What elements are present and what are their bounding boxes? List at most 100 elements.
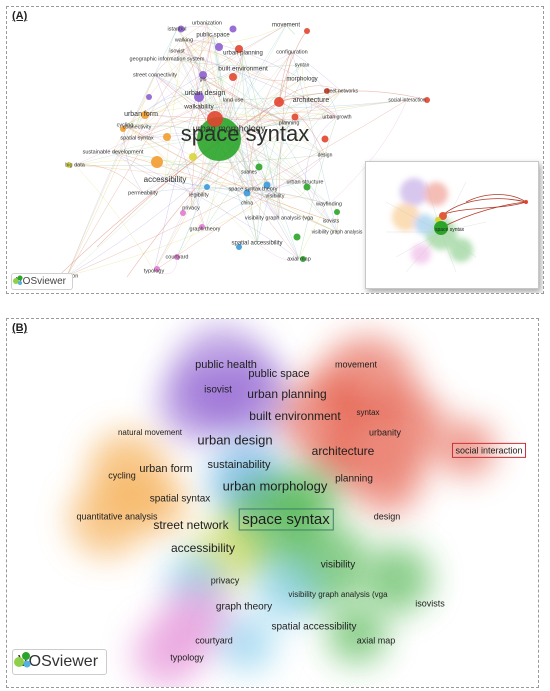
network-node[interactable] — [334, 209, 340, 215]
network-node[interactable] — [199, 71, 207, 79]
network-node[interactable] — [229, 73, 237, 81]
term-label-planning[interactable]: planning — [279, 120, 300, 126]
term-label-accessibility[interactable]: accessibility — [144, 175, 187, 184]
term-label-typology[interactable]: typology — [170, 652, 204, 662]
term-label-urban-planning[interactable]: urban planning — [247, 387, 326, 401]
term-label-sustainability[interactable]: sustainability — [208, 459, 271, 471]
network-node[interactable] — [291, 113, 299, 121]
term-label-land-use[interactable]: land use — [223, 97, 244, 103]
network-node[interactable] — [236, 244, 242, 250]
term-label-visibility-graph-analysis-vga[interactable]: visibility graph analysis (vga — [288, 590, 388, 599]
term-label-axial-map[interactable]: axial map — [287, 256, 311, 262]
network-node[interactable] — [199, 224, 205, 230]
network-node[interactable] — [197, 117, 241, 161]
term-label-morphology[interactable]: morphology — [286, 77, 317, 83]
term-label-spatial-syntax[interactable]: spatial syntax — [150, 494, 211, 505]
term-label-urban-structure[interactable]: urban structure — [287, 179, 324, 185]
term-label-planning[interactable]: planning — [335, 474, 373, 485]
term-label-isovists[interactable]: isovists — [415, 598, 445, 608]
network-map-a[interactable]: space syntax urbanization movement istanbul… — [7, 7, 543, 293]
term-label-street-connectivity[interactable]: street connectivity — [133, 72, 177, 78]
term-label-isovist[interactable]: isovist — [169, 48, 185, 54]
term-label-cycling[interactable]: cycling — [108, 470, 136, 480]
term-label-urban-form[interactable]: urban form — [139, 463, 192, 475]
term-label-geographic-information-system[interactable]: geographic information system — [130, 56, 205, 62]
term-label-big-data[interactable]: big data — [65, 162, 86, 168]
network-node[interactable] — [154, 266, 160, 272]
term-label-isovists[interactable]: isovists — [323, 218, 340, 224]
term-label-cycling[interactable]: cycling — [117, 122, 134, 128]
term-label-space-syntax-theory[interactable]: space syntax theory — [229, 186, 278, 192]
term-label-typology[interactable]: typology — [144, 268, 165, 274]
network-node[interactable] — [207, 111, 223, 127]
term-label-public-space[interactable]: public space — [248, 368, 309, 380]
term-label-visibility[interactable]: visibility — [266, 193, 285, 199]
term-label-spatial-accessibility[interactable]: spatial accessibility — [271, 622, 356, 633]
network-node[interactable] — [293, 233, 301, 241]
term-label-spatial-accessibility[interactable]: spatial accessibility — [231, 241, 282, 247]
network-node[interactable] — [204, 184, 210, 190]
term-label-urbanization[interactable]: urbanization — [192, 20, 222, 26]
term-label-china[interactable]: china — [241, 200, 253, 206]
term-label-wayfinding[interactable]: wayfinding — [315, 201, 342, 207]
term-label-street-networks[interactable]: street networks — [324, 88, 358, 94]
term-label-connectivity[interactable]: connectivity — [123, 124, 152, 130]
network-node[interactable] — [66, 162, 72, 168]
term-label-built-environment[interactable]: built environment — [249, 409, 341, 423]
term-label-legibility[interactable]: legibility — [189, 192, 209, 198]
network-node[interactable] — [174, 254, 180, 260]
network-node[interactable] — [255, 163, 263, 171]
term-label-urban-planning[interactable]: urban planning — [223, 51, 263, 57]
term-label-design[interactable]: design — [318, 152, 333, 158]
term-label-architecture[interactable]: architecture — [293, 97, 330, 104]
term-label-social-interaction[interactable]: social interaction — [388, 97, 425, 103]
term-label-gis[interactable]: gis — [199, 76, 206, 82]
density-map-b[interactable]: public health movement public space isovist… — [7, 319, 538, 687]
network-node[interactable] — [229, 25, 237, 33]
network-node[interactable] — [151, 156, 163, 168]
term-label-urban-form[interactable]: urban form — [124, 111, 158, 118]
network-node[interactable] — [163, 133, 171, 141]
term-label-visibility[interactable]: visibility — [321, 560, 355, 571]
term-label-courtyard[interactable]: courtyard — [166, 254, 189, 260]
term-label-space-syntax[interactable]: space syntax — [181, 121, 309, 146]
term-label-accessibility[interactable]: accessibility — [171, 541, 235, 555]
network-node[interactable] — [304, 28, 310, 34]
term-label-axial-map[interactable]: axial map — [357, 635, 396, 645]
term-label-street-network[interactable]: street network — [153, 518, 229, 532]
network-node[interactable] — [141, 111, 149, 119]
term-label-movement[interactable]: movement — [335, 359, 378, 369]
network-node[interactable] — [194, 92, 204, 102]
term-label-urban-design[interactable]: urban design — [185, 90, 226, 97]
term-label-graph-theory[interactable]: graph theory — [190, 226, 221, 232]
term-label-spatial-syntax[interactable]: spatial syntax — [120, 135, 154, 141]
term-label-social-interaction[interactable]: social interaction — [455, 445, 522, 455]
overlay-inset-map[interactable]: space syntax — [365, 161, 539, 289]
network-node[interactable] — [243, 189, 251, 197]
term-label-syntax[interactable]: syntax — [356, 408, 379, 417]
term-label-istanbul[interactable]: istanbul — [168, 26, 187, 32]
term-label-urban-design[interactable]: urban design — [197, 432, 272, 447]
term-label-walking[interactable]: walking — [174, 37, 193, 43]
term-label-syntax[interactable]: syntax — [295, 62, 310, 68]
term-label-privacy[interactable]: privacy — [182, 205, 200, 211]
term-label-urban-growth[interactable]: urban growth — [322, 114, 351, 120]
network-node[interactable] — [300, 256, 306, 262]
network-node[interactable] — [274, 97, 284, 107]
term-label-sustainable-development[interactable]: sustainable development — [83, 149, 144, 155]
network-node[interactable] — [321, 135, 329, 143]
term-label-design[interactable]: design — [374, 511, 401, 521]
term-label-urbanity[interactable]: urbanity — [369, 427, 402, 437]
network-node[interactable] — [303, 183, 311, 191]
term-label-movement[interactable]: movement — [272, 23, 300, 29]
network-node[interactable] — [424, 97, 430, 103]
term-label-courtyard[interactable]: courtyard — [195, 635, 233, 645]
term-label-natural-movement[interactable]: natural movement — [118, 428, 183, 437]
term-label-urban-morphology[interactable]: urban morphology — [193, 123, 266, 133]
term-label-walkability[interactable]: walkability — [183, 104, 214, 111]
network-node[interactable] — [324, 88, 330, 94]
term-label-space-syntax[interactable]: space syntax — [242, 511, 330, 528]
term-label-graph-theory[interactable]: graph theory — [216, 602, 272, 613]
term-label-urban-morphology[interactable]: urban morphology — [223, 478, 328, 493]
network-node[interactable] — [120, 126, 126, 132]
